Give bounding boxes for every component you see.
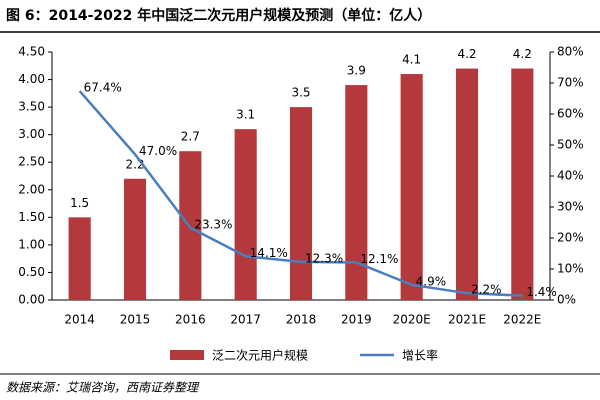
legend-swatch xyxy=(170,350,204,360)
bar-label: 2.7 xyxy=(181,130,200,144)
line-label: 67.4% xyxy=(84,81,122,95)
line-label: 1.4% xyxy=(526,285,557,299)
x-tick-label: 2022E xyxy=(503,313,541,327)
bar xyxy=(234,129,257,300)
legend-label: 增长率 xyxy=(402,348,438,363)
y2-tick-label: 10% xyxy=(557,262,584,276)
y2-tick-label: 60% xyxy=(557,107,584,121)
y-tick-label: 0.00 xyxy=(18,293,45,307)
x-tick-label: 2017 xyxy=(230,313,261,327)
bar xyxy=(123,178,147,300)
bar-label: 3.5 xyxy=(291,86,310,100)
bar xyxy=(68,217,91,300)
legend-label: 泛二次元用户规模 xyxy=(212,348,308,363)
bar xyxy=(289,107,313,300)
line-label: 23.3% xyxy=(194,217,232,231)
line-label: 12.3% xyxy=(305,251,343,265)
y2-tick-label: 80% xyxy=(557,45,584,59)
x-tick-label: 2021E xyxy=(448,313,486,327)
bar xyxy=(511,68,534,301)
line-label: 47.0% xyxy=(139,144,177,158)
y-tick-label: 2.50 xyxy=(18,155,45,169)
bar xyxy=(345,85,368,300)
y-tick-label: 1.50 xyxy=(18,210,45,224)
bar-label: 4.1 xyxy=(402,53,421,67)
y2-tick-label: 70% xyxy=(557,76,584,90)
bar-label: 4.2 xyxy=(457,47,476,61)
x-tick-label: 2016 xyxy=(175,313,206,327)
bar xyxy=(455,68,479,301)
y2-tick-label: 50% xyxy=(557,138,584,152)
x-tick-label: 2015 xyxy=(120,313,151,327)
bar xyxy=(400,74,423,301)
line-label: 4.9% xyxy=(416,274,447,288)
y-tick-label: 4.50 xyxy=(18,45,45,59)
y-tick-label: 3.00 xyxy=(18,127,45,141)
bar-label: 3.1 xyxy=(236,108,255,122)
y-tick-label: 1.00 xyxy=(18,237,45,251)
bar-label: 4.2 xyxy=(513,47,532,61)
y2-tick-label: 0% xyxy=(557,293,576,307)
y-tick-label: 3.50 xyxy=(18,100,45,114)
y2-tick-label: 20% xyxy=(557,231,584,245)
x-tick-label: 2019 xyxy=(341,313,372,327)
bar-label: 3.9 xyxy=(347,64,366,78)
x-tick-label: 2018 xyxy=(286,313,317,327)
y2-tick-label: 30% xyxy=(557,200,584,214)
y2-tick-label: 40% xyxy=(557,169,584,183)
line-label: 14.1% xyxy=(250,246,288,260)
line-label: 2.2% xyxy=(471,283,502,297)
x-tick-label: 2020E xyxy=(393,313,431,327)
y-tick-label: 0.50 xyxy=(18,265,45,279)
chart-title: 图 6：2014-2022 年中国泛二次元用户规模及预测（单位：亿人） xyxy=(6,7,431,24)
x-tick-label: 2014 xyxy=(64,313,95,327)
line-label: 12.1% xyxy=(360,252,398,266)
bar xyxy=(179,151,202,300)
y-tick-label: 4.00 xyxy=(18,72,45,86)
line xyxy=(78,90,523,297)
y-tick-label: 2.00 xyxy=(18,182,45,196)
source-note: 数据来源：艾瑞咨询，西南证券整理 xyxy=(6,381,200,395)
bar-label: 1.5 xyxy=(70,196,89,210)
